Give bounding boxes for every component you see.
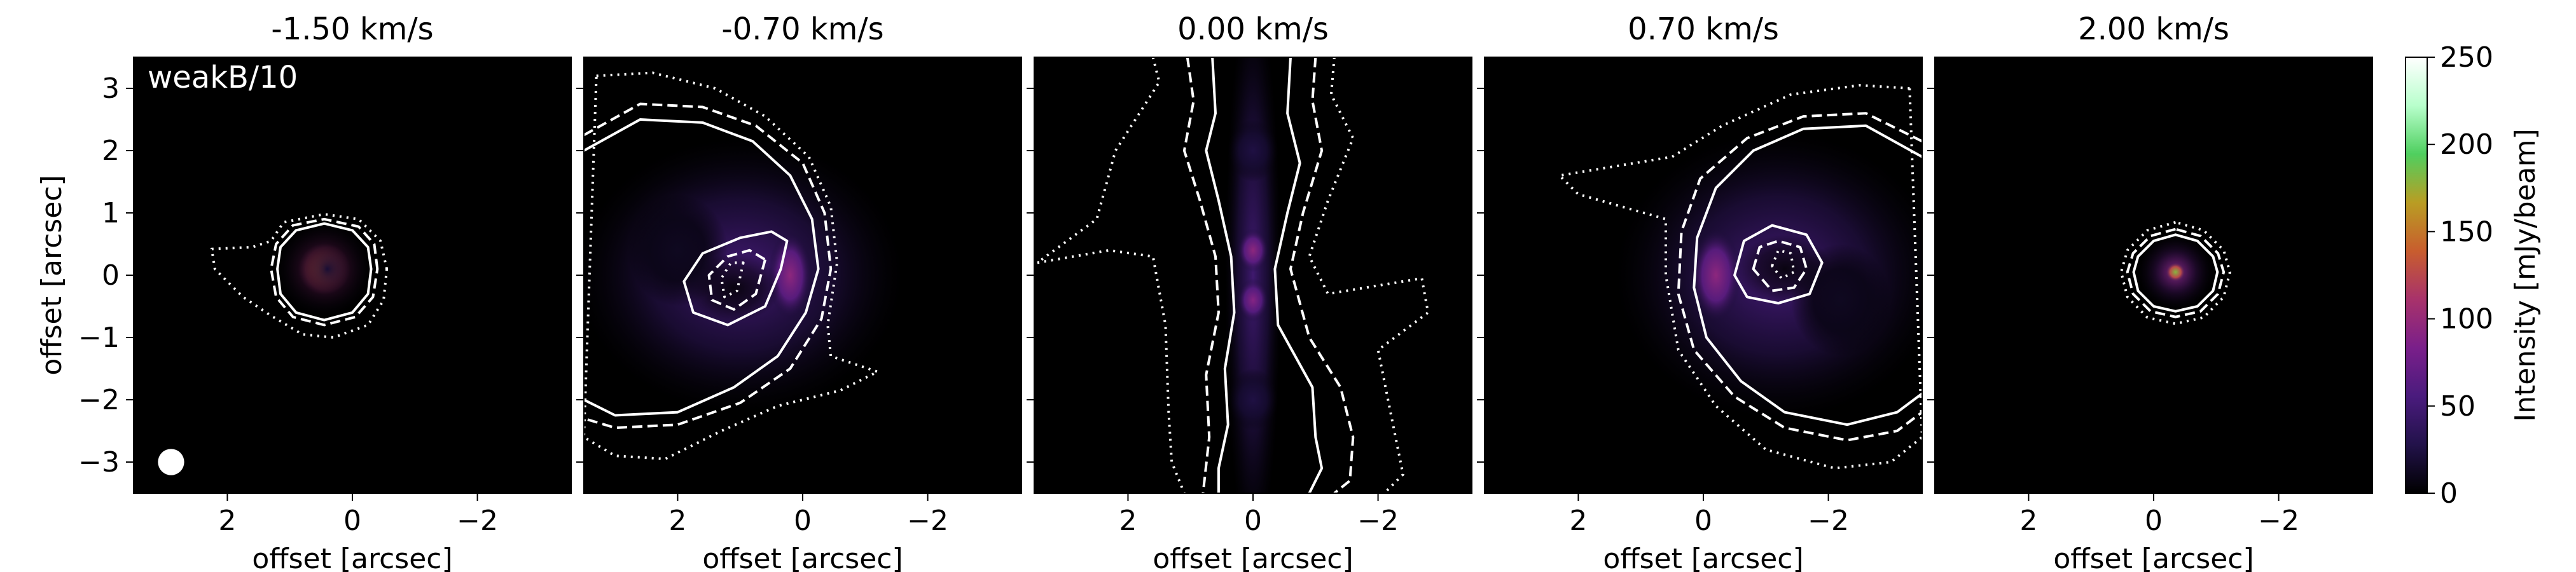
- contour-dashed: [270, 217, 379, 327]
- emission-blob: [1228, 119, 1278, 182]
- contour-solid: [1273, 57, 1324, 493]
- panel-title: -1.50 km/s: [271, 11, 433, 47]
- contour-dashed: [707, 249, 766, 311]
- contour-dotted: [1308, 57, 1430, 493]
- panel-title: -0.70 km/s: [721, 11, 883, 47]
- x-tick-label: 2: [1119, 505, 1137, 537]
- y-tick-label: −3: [78, 446, 120, 479]
- contour-set: [1035, 57, 1430, 493]
- y-tick-label: 0: [102, 259, 120, 292]
- model-annotation: weakB/10: [148, 60, 298, 95]
- y-axis-label: offset [arcsec]: [36, 175, 68, 375]
- contour-solid: [584, 118, 820, 417]
- x-tick-label: 2: [668, 505, 686, 537]
- emission-map: [584, 57, 1021, 493]
- emission-map: [134, 57, 571, 493]
- x-tick-label: 0: [794, 505, 812, 537]
- x-axis-label: offset [arcsec]: [1153, 543, 1353, 572]
- x-tick-label: −2: [1808, 505, 1849, 537]
- colorbar-scale: [2405, 57, 2428, 494]
- emission-blob: [1237, 228, 1269, 273]
- contour-dashed: [1752, 240, 1808, 292]
- contour-solid: [1693, 124, 1922, 426]
- y-tick-label: 3: [102, 72, 120, 105]
- colorbar-tick-label: 100: [2440, 303, 2493, 336]
- x-axis-label: offset [arcsec]: [252, 543, 452, 572]
- y-tick-label: −2: [78, 384, 120, 416]
- emission-map: [1935, 57, 2372, 493]
- contour-solid: [276, 222, 373, 322]
- contour-solid: [1733, 224, 1824, 305]
- contour-set: [584, 71, 879, 461]
- panel-1: -1.50 km/s 2 0 −2 3 2 1 0 −1 −2 −3 offset [arcsec] o…: [36, 11, 572, 572]
- x-tick-label: −2: [1357, 505, 1399, 537]
- colorbar-label: Intensity [mJy/beam]: [2509, 128, 2542, 421]
- emission-blob: [768, 231, 812, 319]
- x-tick-label: 2: [218, 505, 236, 537]
- emission-blob: [1228, 369, 1278, 431]
- contour-dashed: [1677, 112, 1922, 442]
- x-tick-label: −2: [2258, 505, 2299, 537]
- colorbar-tick-label: 50: [2440, 390, 2476, 423]
- contour-set: [210, 213, 389, 339]
- x-tick-label: 0: [1694, 505, 1712, 537]
- colorbar-tick-label: 250: [2440, 41, 2493, 74]
- contour-dashed: [1182, 57, 1220, 493]
- x-tick-label: 0: [343, 505, 361, 537]
- emission-blob: [1237, 278, 1269, 322]
- x-axis-label: offset [arcsec]: [1603, 543, 1803, 572]
- contour-solid: [2132, 233, 2219, 313]
- emission-blob: [1790, 244, 1891, 357]
- contour-solid: [1205, 57, 1236, 493]
- colorbar: 0 50 100 150 200 250 Intensity [mJy/beam]: [2405, 41, 2542, 510]
- contour-solid: [682, 230, 789, 327]
- x-tick-label: 2: [2019, 505, 2037, 537]
- x-tick-label: −2: [907, 505, 948, 537]
- beam-ellipse: [158, 449, 184, 475]
- emission-blob: [2165, 262, 2186, 282]
- emission-blob: [305, 247, 350, 291]
- panel-title: 0.70 km/s: [1628, 11, 1779, 47]
- emission-map: [1034, 57, 1472, 493]
- emission-blob: [627, 194, 728, 306]
- x-axis-label: offset [arcsec]: [2053, 543, 2254, 572]
- x-tick-label: 0: [2145, 505, 2163, 537]
- contour-set: [2119, 221, 2231, 325]
- colorbar-tick-label: 150: [2440, 215, 2493, 248]
- contour-dotted: [2119, 221, 2231, 325]
- contour-dashed: [1289, 57, 1355, 493]
- colorbar-tick-label: 0: [2440, 477, 2458, 510]
- x-axis-label: offset [arcsec]: [702, 543, 903, 572]
- contour-set: [1558, 84, 1922, 470]
- contour-dotted: [210, 213, 389, 339]
- y-tick-label: 1: [102, 197, 120, 229]
- colorbar-tick-label: 200: [2440, 128, 2493, 161]
- y-tick-label: −1: [78, 322, 120, 354]
- panel-title: 2.00 km/s: [2078, 11, 2229, 47]
- x-tick-label: 2: [1569, 505, 1587, 537]
- emission-blob: [1691, 228, 1741, 322]
- panel-title: 0.00 km/s: [1177, 11, 1329, 47]
- emission-map: [1485, 57, 1922, 493]
- contour-dashed: [584, 102, 833, 430]
- y-tick-label: 2: [102, 135, 120, 167]
- contour-dashed: [2126, 228, 2226, 318]
- x-tick-label: 0: [1244, 505, 1262, 537]
- x-tick-label: −2: [457, 505, 498, 537]
